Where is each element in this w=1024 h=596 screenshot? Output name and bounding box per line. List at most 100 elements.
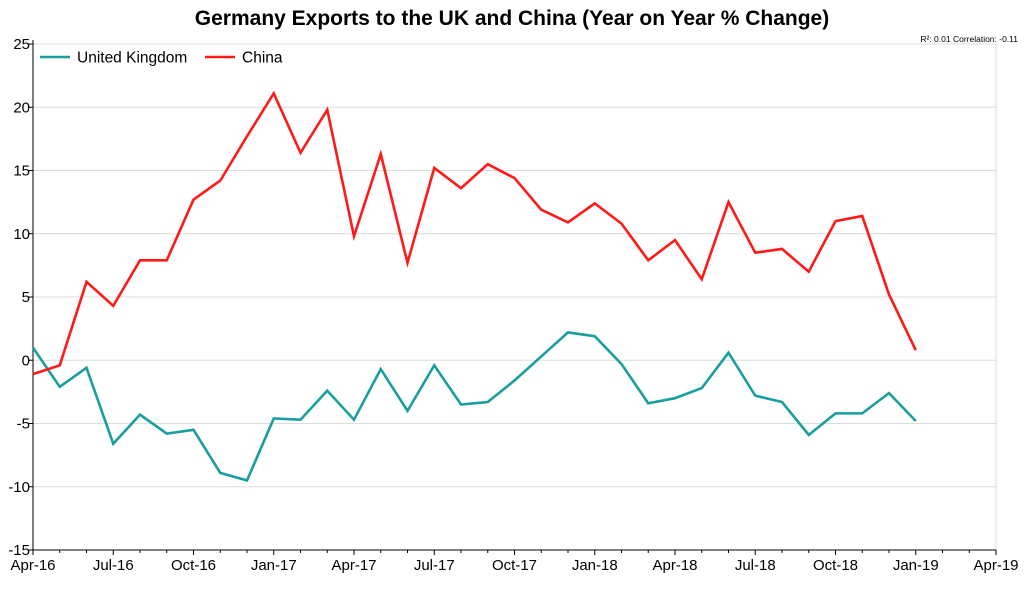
x-tick-label: Apr-17 — [331, 557, 376, 574]
series-line-united-kingdom — [31, 331, 917, 482]
data-point — [487, 163, 489, 165]
data-point — [540, 209, 542, 211]
data-point — [380, 153, 382, 155]
data-point — [273, 417, 275, 419]
y-tick-label: 10 — [13, 226, 30, 243]
legend: United Kingdom China — [40, 50, 283, 67]
data-point — [674, 239, 676, 241]
data-point — [353, 419, 355, 421]
data-point — [754, 394, 756, 396]
data-point — [433, 167, 435, 169]
data-point — [915, 349, 917, 351]
data-point — [888, 392, 890, 394]
data-point — [647, 259, 649, 261]
data-point — [701, 387, 703, 389]
x-tick-label: Jul-18 — [735, 557, 776, 574]
data-point — [353, 235, 355, 237]
data-point — [460, 403, 462, 405]
data-point — [112, 305, 114, 307]
y-tick-label: -5 — [17, 416, 30, 433]
data-point — [139, 259, 141, 261]
y-tick-label: 5 — [22, 289, 30, 306]
x-tick-label: Jul-16 — [93, 557, 134, 574]
data-point — [32, 373, 34, 375]
data-point — [406, 410, 408, 412]
data-point — [299, 419, 301, 421]
data-point — [112, 443, 114, 445]
series-lines — [31, 90, 917, 482]
data-point — [513, 379, 515, 381]
x-tick-label: Jan-19 — [893, 557, 939, 574]
data-point — [246, 479, 248, 481]
data-point — [59, 364, 61, 366]
data-point — [647, 402, 649, 404]
chart-title: Germany Exports to the UK and China (Yea… — [195, 7, 829, 30]
data-point — [406, 262, 408, 264]
chart-annotation: R²: 0.01 Correlation: -0.11 — [920, 34, 1018, 44]
data-point — [139, 413, 141, 415]
data-point — [888, 293, 890, 295]
y-tick-label: -15 — [8, 542, 30, 559]
data-point — [326, 389, 328, 391]
series-line-china — [32, 90, 917, 376]
x-tick-label: Apr-19 — [973, 557, 1018, 574]
y-tick-label: 0 — [22, 352, 30, 369]
data-point — [540, 355, 542, 357]
legend-label: China — [242, 50, 283, 67]
data-point — [32, 346, 34, 348]
data-point — [567, 331, 569, 333]
data-point — [674, 397, 676, 399]
data-point — [326, 109, 328, 111]
data-point — [192, 198, 194, 200]
data-point — [620, 363, 622, 365]
data-point — [487, 401, 489, 403]
x-tick-label: Apr-18 — [652, 557, 697, 574]
data-point — [861, 215, 863, 217]
data-point — [192, 429, 194, 431]
y-tick-label: 20 — [13, 99, 30, 116]
data-point — [915, 420, 917, 422]
x-tick-label: Oct-18 — [813, 557, 858, 574]
x-tick-label: Apr-16 — [10, 557, 55, 574]
x-tick-label: Jul-17 — [414, 557, 455, 574]
data-point — [219, 179, 221, 181]
data-point — [433, 364, 435, 366]
data-point — [754, 252, 756, 254]
data-point — [834, 412, 836, 414]
data-point — [727, 201, 729, 203]
data-point — [166, 259, 168, 261]
data-point — [166, 432, 168, 434]
grid-lines — [33, 43, 997, 550]
data-point — [460, 187, 462, 189]
y-tick-label: 25 — [13, 36, 30, 53]
data-point — [620, 222, 622, 224]
data-point — [219, 472, 221, 474]
data-point — [701, 278, 703, 280]
x-tick-label: Jan-18 — [572, 557, 618, 574]
legend-label: United Kingdom — [77, 50, 187, 67]
axes: -15 -10 -5 0 5 10 15 20 25 Apr-16 Jul-16 Oct-16 Jan-… — [8, 36, 1018, 574]
x-tick-label: Jan-17 — [251, 557, 297, 574]
y-tick-label: -10 — [8, 479, 30, 496]
data-point — [781, 401, 783, 403]
x-tick-label: Oct-16 — [171, 557, 216, 574]
data-point — [808, 434, 810, 436]
data-point — [567, 221, 569, 223]
data-point — [834, 220, 836, 222]
data-point — [85, 281, 87, 283]
data-point — [513, 177, 515, 179]
data-point — [246, 135, 248, 137]
data-point — [85, 367, 87, 369]
data-point — [380, 368, 382, 370]
data-point — [861, 412, 863, 414]
data-point — [594, 202, 596, 204]
data-point — [727, 351, 729, 353]
x-tick-label: Oct-17 — [492, 557, 537, 574]
data-point — [594, 335, 596, 337]
y-tick-label: 15 — [13, 163, 30, 180]
data-point — [299, 152, 301, 154]
data-point — [273, 92, 275, 94]
data-point — [781, 248, 783, 250]
